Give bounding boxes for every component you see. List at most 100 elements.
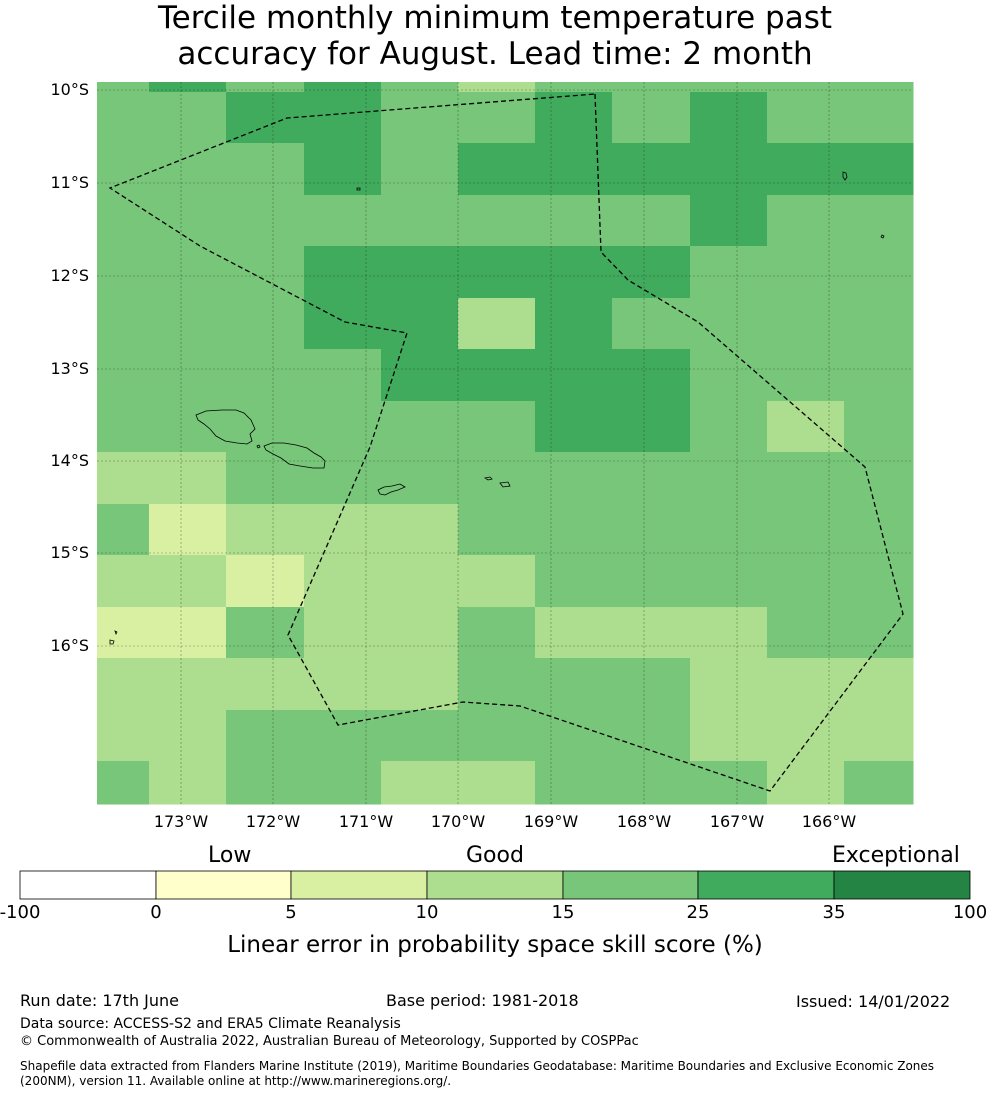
grid-cell — [381, 504, 459, 556]
island-swains — [356, 187, 361, 191]
grid-cell — [458, 504, 536, 556]
grid-cell — [149, 143, 227, 196]
island-atafu — [842, 171, 848, 181]
legend-category-good: Good — [466, 843, 524, 868]
grid-cell — [226, 298, 305, 350]
grid-cell — [767, 298, 845, 350]
grid-cell — [149, 246, 227, 299]
grid-cell — [304, 246, 382, 299]
grid-cell — [535, 143, 613, 196]
grid-cell — [690, 246, 768, 299]
grid-cell — [304, 710, 382, 762]
grid-cell — [767, 246, 845, 299]
grid-cell — [844, 143, 914, 196]
grid-cell — [381, 555, 459, 608]
grid-cell — [381, 195, 459, 247]
grid-cell — [97, 246, 150, 299]
legend-tick-label: 10 — [415, 902, 439, 923]
longitude-label: 171°W — [338, 812, 394, 831]
grid-cell — [535, 658, 613, 711]
grid-cell — [767, 349, 845, 402]
grid-cell — [304, 658, 382, 711]
grid-cell — [844, 349, 914, 402]
grid-cell — [767, 92, 845, 144]
legend-bin — [426, 870, 564, 900]
grid-cell — [149, 349, 227, 402]
grid-cell — [149, 401, 227, 453]
latitude-label: 15°S — [50, 543, 89, 562]
issued-date: Issued: 14/01/2022 — [796, 992, 951, 1011]
legend-bin — [562, 870, 699, 900]
grid-cell — [97, 607, 150, 659]
legend-colorbar — [19, 870, 971, 900]
grid-cell — [844, 195, 914, 247]
grid-cell — [381, 710, 459, 762]
grid-cell — [149, 92, 227, 144]
grid-cell — [690, 82, 768, 93]
grid-cell — [149, 607, 227, 659]
grid-cell — [612, 504, 691, 556]
grid-cell — [304, 143, 382, 196]
grid-cell — [381, 246, 459, 299]
grid-cell — [304, 298, 382, 350]
grid-cell — [381, 298, 459, 350]
legend-category-exceptional: Exceptional — [832, 843, 960, 868]
grid-cell — [690, 658, 768, 711]
grid-cell — [97, 555, 150, 608]
grid-cell — [535, 349, 613, 402]
grid-cell — [690, 349, 768, 402]
grid-cell — [690, 761, 768, 805]
grid-cell — [844, 92, 914, 144]
grid-cell — [690, 607, 768, 659]
grid-cell — [535, 504, 613, 556]
latitude-label: 11°S — [50, 173, 89, 192]
grid-cell — [767, 658, 845, 711]
grid-cell — [690, 143, 768, 196]
grid-cell — [458, 246, 536, 299]
grid-cell — [226, 658, 305, 711]
grid-cell — [767, 401, 845, 453]
grid-cell — [690, 195, 768, 247]
grid-cell — [149, 452, 227, 505]
island-tutuila — [377, 483, 406, 496]
island-rose-atoll — [109, 630, 118, 645]
grid-cell — [97, 658, 150, 711]
grid-cell — [226, 555, 305, 608]
grid-cell — [844, 761, 914, 805]
legend-bin — [833, 870, 971, 900]
grid-cell — [535, 761, 613, 805]
longitude-label: 173°W — [153, 812, 209, 831]
longitude-label: 167°W — [709, 812, 765, 831]
grid-cell — [226, 246, 305, 299]
grid-cell — [149, 761, 227, 805]
grid-cell — [458, 401, 536, 453]
grid-cell — [97, 298, 150, 350]
grid-cell — [458, 298, 536, 350]
grid-cell — [612, 401, 691, 453]
grid-cell — [381, 143, 459, 196]
grid-cell — [149, 195, 227, 247]
grid-cell — [97, 761, 150, 805]
graticule — [97, 82, 913, 804]
grid-cell — [458, 92, 536, 144]
grid-cell — [690, 92, 768, 144]
grid-cell — [612, 658, 691, 711]
grid-cell — [458, 658, 536, 711]
grid-cell — [304, 82, 382, 93]
grid-cell — [381, 82, 459, 93]
grid-cell — [304, 452, 382, 505]
grid-cell — [844, 82, 914, 93]
grid-cell — [767, 504, 845, 556]
grid-cell — [304, 761, 382, 805]
legend-tick-label: 35 — [822, 902, 846, 923]
grid-cell — [535, 298, 613, 350]
grid-cell — [535, 195, 613, 247]
legend-bin — [155, 870, 292, 900]
grid-cell — [97, 710, 150, 762]
grid-cell — [97, 452, 150, 505]
island-upolu — [263, 442, 326, 469]
grid-cell — [458, 710, 536, 762]
grid-cell — [226, 349, 305, 402]
grid-cell — [226, 143, 305, 196]
